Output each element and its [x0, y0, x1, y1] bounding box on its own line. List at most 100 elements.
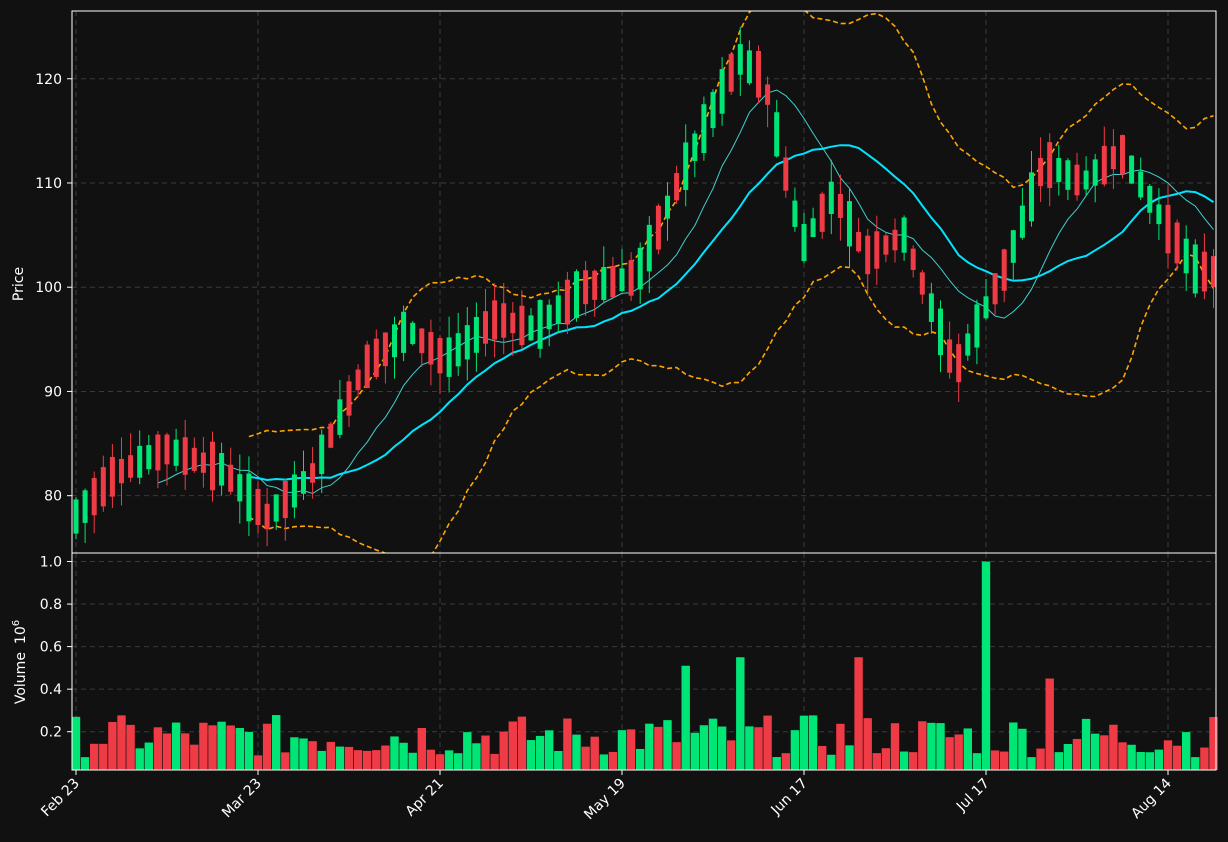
candle-body — [692, 133, 698, 161]
volume-bar — [1172, 745, 1182, 770]
candle-body — [1047, 142, 1053, 189]
volume-bar — [927, 722, 936, 770]
volume-bar — [754, 727, 763, 770]
candle-body — [164, 434, 170, 465]
volume-bar — [808, 715, 818, 770]
volume-bar — [1000, 751, 1009, 770]
candle-body — [100, 467, 106, 507]
volume-bar — [954, 734, 963, 770]
candle-body — [401, 311, 407, 353]
candle-body — [919, 272, 925, 295]
candle-body — [583, 270, 589, 305]
volume-bar — [617, 730, 627, 770]
volume-bar — [1009, 722, 1018, 770]
candle-body — [200, 452, 206, 473]
candle-body — [73, 499, 79, 534]
volume-bar — [1209, 717, 1218, 770]
volume-tick-label: 0.2 — [40, 725, 62, 741]
candle-body — [938, 308, 943, 356]
volume-bar — [699, 725, 709, 770]
candle-body — [373, 338, 379, 377]
candle-body — [228, 464, 234, 492]
candle-body — [182, 437, 188, 475]
volume-tick-label: 0.8 — [40, 597, 62, 613]
candle-body — [492, 300, 498, 340]
volume-bar — [772, 757, 781, 770]
candle-body — [483, 311, 488, 344]
volume-bar — [626, 729, 636, 770]
volume-bar — [1091, 733, 1100, 770]
volume-bar — [1054, 752, 1063, 770]
candle-body — [928, 293, 934, 322]
volume-bar — [235, 728, 244, 770]
candle-body — [1147, 186, 1153, 213]
candle-body — [109, 456, 115, 497]
volume-bar — [1018, 728, 1027, 770]
candle-body — [137, 445, 143, 478]
volume-bar — [563, 718, 572, 770]
candle-body — [856, 231, 862, 252]
volume-bar — [508, 721, 517, 770]
volume-bar — [317, 750, 326, 770]
candle-body — [1183, 238, 1189, 274]
volume-tick-label: 0.6 — [40, 640, 62, 656]
candle-body — [1120, 135, 1125, 175]
volume-bar — [426, 749, 436, 770]
candle-body — [610, 265, 616, 298]
candle-body — [601, 266, 607, 301]
volume-bar — [308, 741, 317, 770]
candle-body — [1083, 170, 1089, 190]
volume-bar — [581, 746, 590, 770]
candle-body — [419, 328, 425, 354]
candle-body — [264, 503, 270, 530]
volume-bar — [381, 745, 390, 770]
volume-bar — [1072, 738, 1082, 770]
volume-bar — [181, 733, 190, 770]
candle-body — [191, 447, 197, 471]
volume-bar — [454, 753, 463, 770]
volume-exp-base: 10 — [13, 626, 29, 644]
candle-body — [1038, 157, 1044, 187]
candle-body — [737, 44, 743, 75]
volume-bar — [845, 745, 854, 770]
candle-body — [1065, 160, 1071, 190]
candle-body — [819, 193, 825, 232]
volume-bar — [1200, 747, 1209, 770]
volume-bar — [135, 748, 144, 770]
candle-body — [328, 423, 334, 448]
candle-body — [865, 235, 871, 275]
candle-body — [901, 217, 907, 253]
volume-bar — [1136, 751, 1145, 770]
candle-body — [1092, 159, 1098, 186]
volume-bar — [326, 741, 335, 770]
candle-body — [765, 84, 771, 105]
volume-bar — [435, 754, 445, 770]
volume-tick-label: 0.4 — [40, 682, 62, 698]
candle-body — [519, 305, 525, 346]
volume-bar — [1045, 678, 1054, 770]
volume-bar — [399, 742, 408, 770]
volume-bar — [827, 754, 836, 770]
candle-body — [1010, 230, 1016, 263]
candle-body — [501, 303, 507, 338]
ma-long-line — [248, 144, 1215, 482]
volume-bar — [90, 743, 99, 770]
volume-bar — [1154, 749, 1164, 770]
candle-body — [655, 205, 661, 250]
candle-body — [674, 173, 680, 201]
candle-body — [246, 473, 252, 522]
candle-body — [455, 333, 461, 367]
candle-body — [847, 201, 852, 247]
candle-body — [746, 50, 752, 84]
candle-body — [719, 69, 725, 114]
candle-body — [119, 458, 124, 484]
volume-bar — [472, 743, 481, 770]
candle-body — [382, 332, 388, 367]
candle-body — [273, 494, 279, 522]
volume-bar — [590, 736, 599, 770]
volume-bar — [390, 736, 399, 770]
volume-bar — [281, 752, 290, 770]
volume-axis-label: Volume 106 — [11, 620, 29, 704]
price-tick-label: 120 — [35, 72, 62, 88]
candle-body — [355, 369, 361, 391]
